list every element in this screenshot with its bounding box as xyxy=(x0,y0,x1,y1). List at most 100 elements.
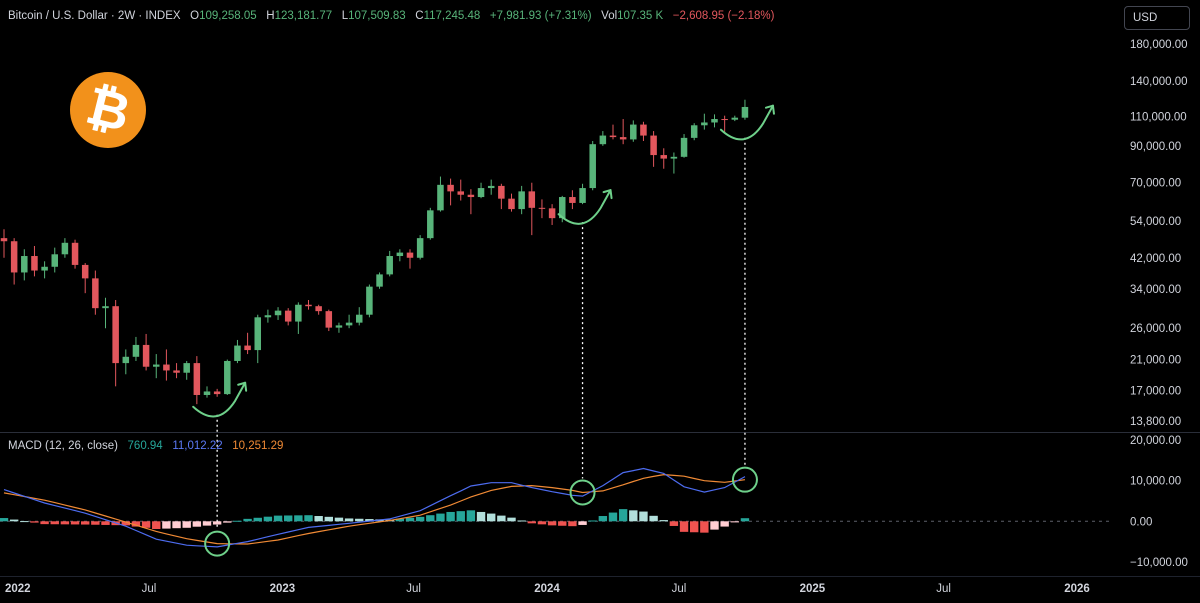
candle-body xyxy=(112,306,119,364)
price-axis-label: 13,800.00 xyxy=(1130,416,1181,428)
candle-body xyxy=(721,119,728,121)
candle xyxy=(670,152,678,174)
candle xyxy=(31,245,38,277)
candle xyxy=(447,178,454,206)
macd-histogram-bar xyxy=(527,521,536,524)
currency-button[interactable]: USD xyxy=(1124,6,1190,30)
candle-body xyxy=(670,156,678,159)
macd-histogram-bar xyxy=(740,518,750,522)
macd-histogram-bar xyxy=(233,520,242,522)
candle xyxy=(132,336,140,361)
macd-histogram-bar xyxy=(476,511,486,522)
close-value: 117,245.48 xyxy=(423,10,481,22)
price-axis-label: 90,000.00 xyxy=(1130,141,1181,153)
high-label: H xyxy=(266,10,275,22)
macd-histogram-bar xyxy=(172,521,181,529)
macd-histogram-bar xyxy=(182,521,191,528)
macd-histogram-bar xyxy=(81,521,90,525)
macd-histogram-bar xyxy=(415,516,425,522)
macd-histogram-value: 760.94 xyxy=(127,440,163,452)
candle xyxy=(396,249,404,262)
price-change: +7,981.93 (+7.31%) xyxy=(489,10,592,22)
candle xyxy=(386,250,393,277)
candle-body xyxy=(538,207,546,209)
candle-body xyxy=(173,370,180,373)
candle-body xyxy=(305,304,312,307)
time-axis-label: 2022 xyxy=(5,583,31,595)
candle xyxy=(528,182,536,236)
candle xyxy=(457,179,464,201)
candle-body xyxy=(193,363,201,395)
candle-body xyxy=(183,363,190,373)
candle-body xyxy=(589,144,596,189)
candle-body xyxy=(0,238,8,242)
time-axis-label: Jul xyxy=(672,583,687,595)
candle-body xyxy=(345,322,353,326)
candle xyxy=(701,113,708,130)
candle-body xyxy=(548,208,556,219)
candle-body xyxy=(741,106,749,118)
macd-title: MACD (12, 26, close) xyxy=(8,440,118,452)
candle xyxy=(437,176,444,212)
candle-body xyxy=(254,317,261,351)
candle-body xyxy=(163,364,170,371)
candle-body xyxy=(599,135,607,145)
candle xyxy=(650,131,657,167)
macd-histogram-bar xyxy=(629,510,638,522)
macd-histogram-bar xyxy=(710,521,719,530)
candle-body xyxy=(711,119,718,123)
candle-body xyxy=(396,252,404,257)
macd-histogram-bar xyxy=(91,521,100,525)
annotation-curved-arrow xyxy=(192,381,247,418)
candle-body xyxy=(71,242,79,265)
macd-histogram-bar xyxy=(0,518,9,522)
candle xyxy=(498,183,505,210)
annotation-arrow-head xyxy=(237,381,248,392)
annotation-circle xyxy=(204,530,231,557)
candle-body xyxy=(356,314,363,323)
macd-histogram-bar xyxy=(436,513,445,522)
bitcoin-logo-icon: ₿ xyxy=(70,72,146,148)
macd-histogram-bar xyxy=(304,515,313,522)
macd-histogram-bar xyxy=(405,517,415,522)
candle xyxy=(345,314,353,329)
time-axis-label: 2023 xyxy=(270,583,296,595)
candle-body xyxy=(498,185,505,199)
price-axis-label: 17,000.00 xyxy=(1130,386,1181,398)
candle-body xyxy=(508,198,515,210)
macd-histogram-bar xyxy=(162,521,171,529)
candle xyxy=(315,304,322,315)
candle xyxy=(102,297,109,329)
macd-histogram-bar xyxy=(679,521,689,532)
candle xyxy=(579,183,586,205)
candle-body xyxy=(376,274,383,287)
candle-body xyxy=(416,238,424,258)
candle xyxy=(284,308,292,326)
time-axis-label: Jul xyxy=(406,583,421,595)
macd-histogram-bar xyxy=(639,511,648,522)
candle xyxy=(680,134,688,158)
candle xyxy=(356,307,363,326)
open-label: O xyxy=(190,10,200,22)
macd-histogram-bar xyxy=(192,521,202,527)
candle xyxy=(569,190,576,210)
candle xyxy=(518,185,525,215)
candle xyxy=(224,359,231,395)
candle-body xyxy=(660,155,667,159)
candle-body xyxy=(325,311,333,328)
macd-histogram-bar xyxy=(9,519,19,522)
candle xyxy=(406,249,414,269)
macd-histogram-bar xyxy=(690,521,699,533)
candle-body xyxy=(213,391,221,395)
candle xyxy=(142,333,150,371)
annotation-arrow-head xyxy=(602,189,613,200)
close-label: C xyxy=(415,10,424,22)
macd-histogram-bar xyxy=(598,516,608,522)
candle-body xyxy=(122,356,130,364)
candle xyxy=(51,247,58,273)
candle xyxy=(295,302,302,334)
candle-body xyxy=(102,306,109,309)
candle-body xyxy=(731,117,739,120)
candle-body xyxy=(21,256,28,273)
